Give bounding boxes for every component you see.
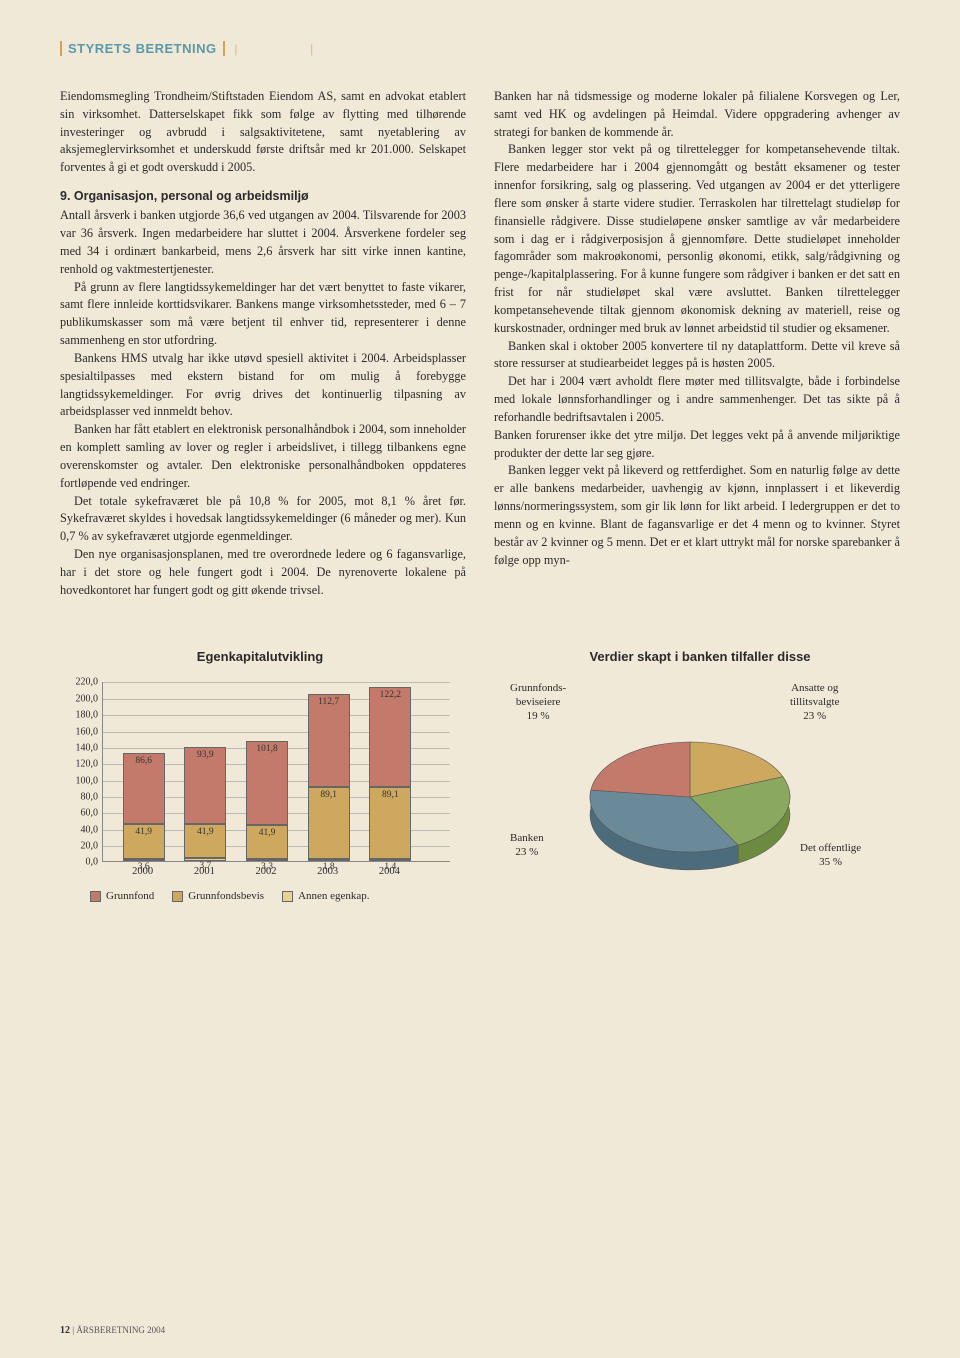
bar-segment: 41,9	[184, 824, 226, 858]
para: Banken forurenser ikke det ytre miljø. D…	[494, 427, 900, 463]
y-tick: 180,0	[60, 710, 98, 721]
bar-segment: 122,2	[369, 687, 411, 787]
y-tick: 160,0	[60, 726, 98, 737]
legend-item: Grunnfond	[90, 890, 154, 902]
section-header: STYRETS BERETNING	[60, 41, 225, 56]
header-bar: STYRETS BERETNING | |	[60, 40, 900, 58]
y-tick: 80,0	[60, 792, 98, 803]
para: Eiendomsmegling Trondheim/Stiftstaden Ei…	[60, 88, 466, 177]
plot-area: 3,6 41,9 86,6 3,7 41,9 93,9 3,3 41,9 101,8 1,8 89,…	[102, 682, 450, 862]
bar-value-label: 89,1	[382, 790, 399, 800]
left-column: Eiendomsmegling Trondheim/Stiftstaden Ei…	[60, 88, 466, 599]
bar-group: 3,7 41,9 93,9	[184, 747, 226, 861]
y-tick: 140,0	[60, 742, 98, 753]
bar-value-label: 41,9	[135, 827, 152, 837]
bar-group: 3,6 41,9 86,6	[123, 753, 165, 861]
y-tick: 60,0	[60, 808, 98, 819]
bar-value-label: 89,1	[320, 790, 337, 800]
bar-segment: 112,7	[308, 694, 350, 786]
x-label: 2003	[317, 866, 338, 877]
text-columns: Eiendomsmegling Trondheim/Stiftstaden Ei…	[60, 88, 900, 599]
x-label: 2002	[256, 866, 277, 877]
para: Banken legger stor vekt på og tilrettele…	[494, 141, 900, 337]
right-column: Banken har nå tidsmessige og moderne lok…	[494, 88, 900, 599]
bar-segment: 89,1	[308, 787, 350, 860]
para: Det totale sykefraværet ble på 10,8 % fo…	[60, 493, 466, 546]
pie-chart-box: Verdier skapt i banken tilfaller disse G…	[500, 649, 900, 912]
bar-value-label: 93,9	[197, 750, 214, 760]
header-ticks: | |	[235, 41, 348, 57]
y-tick: 100,0	[60, 775, 98, 786]
bar-value-label: 122,2	[380, 690, 401, 700]
pie-svg	[580, 727, 820, 897]
legend-label: Grunnfondsbevis	[188, 890, 264, 902]
bar-value-label: 86,6	[135, 756, 152, 766]
legend-swatch	[282, 891, 293, 902]
y-tick: 200,0	[60, 693, 98, 704]
pie-chart-title: Verdier skapt i banken tilfaller disse	[500, 649, 900, 664]
bar-group: 1,8 89,1 112,7	[308, 694, 350, 861]
legend-label: Annen egenkap.	[298, 890, 369, 902]
x-label: 2001	[194, 866, 215, 877]
para: Banken legger vekt på likeverd og rettfe…	[494, 462, 900, 569]
para: Banken har fått etablert en elektronisk …	[60, 421, 466, 492]
bar-segment: 101,8	[246, 741, 288, 824]
y-tick: 0,0	[60, 857, 98, 868]
bar-segment: 89,1	[369, 787, 411, 860]
x-label: 2004	[379, 866, 400, 877]
bar-segment: 86,6	[123, 753, 165, 824]
charts-row: Egenkapitalutvikling 0,0 20,0 40,0 60,0 80,0…	[60, 649, 900, 912]
page-footer: 12 | ÅRSBERETNING 2004	[60, 1325, 165, 1336]
bar-segment: 3,7	[184, 858, 226, 861]
legend-item: Annen egenkap.	[282, 890, 369, 902]
bar-chart: 0,0 20,0 40,0 60,0 80,0 100,0 120,0 140,0 160,0 1…	[60, 682, 460, 912]
para: Det har i 2004 vært avholdt flere møter …	[494, 373, 900, 426]
bar-group: 1,4 89,1 122,2	[369, 687, 411, 862]
y-tick: 40,0	[60, 824, 98, 835]
legend-swatch	[90, 891, 101, 902]
y-tick: 120,0	[60, 759, 98, 770]
x-label: 2000	[132, 866, 153, 877]
bar-segment: 93,9	[184, 747, 226, 824]
footer-label: ÅRSBERETNING 2004	[76, 1325, 165, 1335]
bar-segment: 41,9	[123, 824, 165, 858]
bar-value-label: 112,7	[318, 697, 339, 707]
page-number: 12	[60, 1325, 70, 1336]
bar-group: 3,3 41,9 101,8	[246, 741, 288, 861]
bar-segment: 41,9	[246, 825, 288, 859]
legend-label: Grunnfond	[106, 890, 154, 902]
para: Banken skal i oktober 2005 konvertere ti…	[494, 338, 900, 374]
bar-value-label: 41,9	[197, 827, 214, 837]
bar-segment: 1,4	[369, 859, 411, 861]
bar-segment: 3,6	[123, 859, 165, 862]
para: På grunn av flere langtidssykemeldinger …	[60, 279, 466, 350]
bar-value-label: 101,8	[256, 744, 277, 754]
bar-value-label: 41,9	[259, 828, 276, 838]
bar-chart-title: Egenkapitalutvikling	[60, 649, 460, 664]
bar-segment: 1,8	[308, 859, 350, 861]
pie-slice-label: Grunnfonds-beviseiere19 %	[510, 682, 566, 723]
para: Bankens HMS utvalg har ikke utøvd spesie…	[60, 350, 466, 421]
legend: Grunnfond Grunnfondsbevis Annen egenkap.	[90, 890, 370, 902]
legend-item: Grunnfondsbevis	[172, 890, 264, 902]
legend-swatch	[172, 891, 183, 902]
para: Banken har nå tidsmessige og moderne lok…	[494, 88, 900, 141]
section-heading: 9. Organisasjon, personal og arbeidsmilj…	[60, 187, 466, 205]
pie-slice-label: Det offentlige35 %	[800, 842, 861, 870]
pie-chart: Grunnfonds-beviseiere19 % Ansatte ogtilli…	[500, 682, 900, 912]
para: Den nye organisasjonsplanen, med tre ove…	[60, 546, 466, 599]
y-tick: 20,0	[60, 841, 98, 852]
pie-slice-label: Ansatte ogtillitsvalgte23 %	[790, 682, 840, 723]
bar-chart-box: Egenkapitalutvikling 0,0 20,0 40,0 60,0 80,0…	[60, 649, 460, 912]
para: Antall årsverk i banken utgjorde 36,6 ve…	[60, 207, 466, 278]
bar-segment: 3,3	[246, 859, 288, 862]
pie-slice-label: Banken23 %	[510, 832, 544, 860]
y-tick: 220,0	[60, 677, 98, 688]
